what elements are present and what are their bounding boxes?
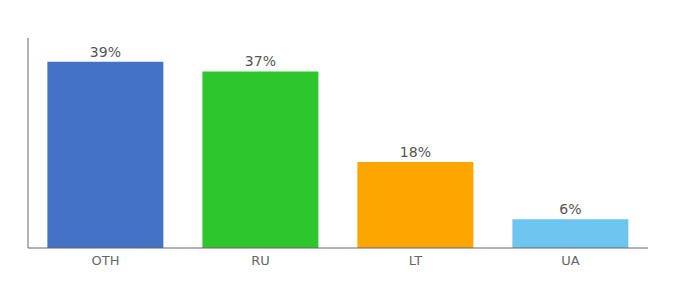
svg-text:RU: RU: [251, 253, 270, 268]
svg-text:UA: UA: [561, 253, 580, 268]
svg-text:18%: 18%: [400, 144, 431, 160]
svg-text:LT: LT: [409, 253, 422, 268]
svg-text:6%: 6%: [559, 201, 581, 217]
svg-text:37%: 37%: [245, 53, 276, 69]
svg-text:39%: 39%: [90, 44, 121, 60]
svg-text:OTH: OTH: [92, 253, 120, 268]
